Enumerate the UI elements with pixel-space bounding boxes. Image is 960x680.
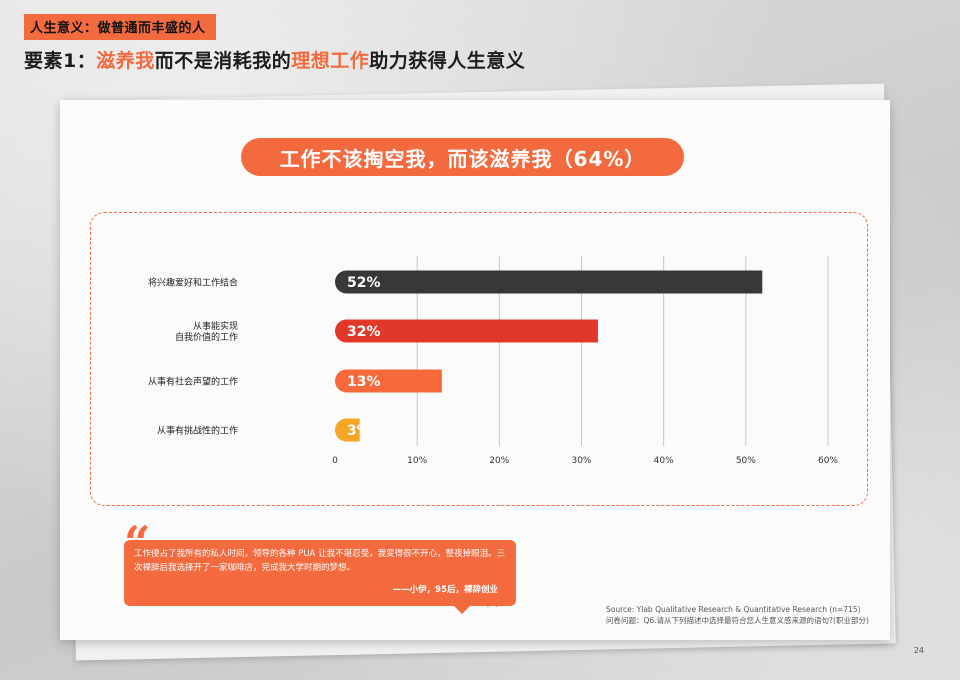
section-tag: 人生意义：做普通而丰盛的人	[24, 14, 216, 40]
quote-box: 工作侵占了我所有的私人时间，领导的各种 PUA 让我不堪忍受，我变得很不开心，整…	[124, 540, 516, 606]
value-label: 32%	[347, 324, 381, 340]
category-label: 自我价值的工作	[175, 331, 238, 343]
bar	[335, 418, 360, 442]
category-label: 从事有挑战性的工作	[157, 425, 238, 437]
x-tick-label: 60%	[818, 456, 838, 466]
title-prefix: 要素1：	[24, 50, 97, 72]
value-label: 13%	[347, 374, 381, 390]
quote-tail	[452, 604, 472, 614]
value-label: 3%	[347, 423, 371, 439]
title-highlight-1: 滋养我	[96, 50, 155, 72]
quote-author: ——小伊，95后，裸辞创业	[392, 585, 498, 595]
bar-chart: 0 10% 20% 30% 40% 50% 60% 52% 将兴趣爱好和工作结合 32% 从事能实现…	[148, 256, 838, 466]
x-tick-label: 50%	[736, 456, 756, 466]
title-suffix: 助力获得人生意义	[369, 50, 526, 72]
x-tick-label: 20%	[489, 456, 509, 466]
bar	[335, 369, 442, 393]
title-middle: 而不是消耗我的	[154, 50, 292, 72]
title-highlight-2: 理想工作	[291, 50, 370, 72]
category-label: 将兴趣爱好和工作结合	[148, 277, 238, 289]
x-tick-label: 10%	[407, 456, 427, 466]
source-note: Source: Ylab Qualitative Research & Quan…	[606, 604, 869, 626]
x-tick-label: 0	[332, 456, 338, 466]
category-label: 从事能实现	[193, 320, 238, 332]
value-label: 52%	[347, 275, 381, 291]
chart-frame	[90, 212, 868, 506]
page-number: 24	[913, 646, 924, 655]
question-line: 问卷问题：Q6.请从下列描述中选择最符合您人生意义感来源的语句?(职业部分)	[606, 616, 869, 625]
bar	[335, 319, 598, 343]
category-label: 从事有社会声望的工作	[148, 376, 238, 388]
source-line: Source: Ylab Qualitative Research & Quan…	[606, 605, 861, 614]
x-tick-label: 40%	[654, 456, 674, 466]
chart-banner: 工作不该掏空我，而该滋养我（64%）	[241, 138, 684, 176]
quote-close-icon: ”	[484, 588, 506, 633]
page-title: 要素1：滋养我而不是消耗我的理想工作助力获得人生意义	[24, 46, 525, 73]
bar	[335, 270, 763, 294]
x-tick-label: 30%	[571, 456, 591, 466]
quote-text: 工作侵占了我所有的私人时间，领导的各种 PUA 让我不堪忍受，我变得很不开心，整…	[134, 549, 506, 573]
